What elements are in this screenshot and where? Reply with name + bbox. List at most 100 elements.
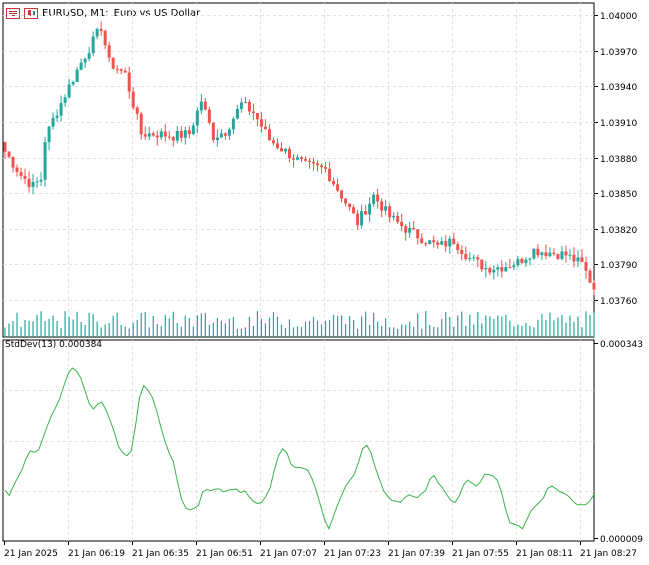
candle-bear	[488, 268, 492, 273]
volume-bar	[433, 326, 435, 337]
volume-bar	[84, 324, 86, 337]
volume-bar	[328, 320, 331, 337]
candle-bear	[312, 161, 316, 164]
volume-bar	[537, 319, 539, 337]
list-icon[interactable]	[6, 7, 20, 19]
volume-bar	[541, 313, 543, 337]
volume-bar	[441, 318, 443, 337]
volume-bar	[437, 327, 439, 337]
candle-bear	[316, 163, 320, 166]
volume-bar	[248, 316, 251, 337]
volume-bar	[132, 322, 134, 337]
candle-bull	[239, 102, 243, 109]
candle-bull	[59, 102, 63, 116]
volume-bar	[316, 320, 319, 337]
indicator-tick-label: 0.000343	[600, 340, 643, 350]
candles-icon[interactable]	[24, 7, 38, 19]
volume-bar	[517, 324, 519, 337]
volume-bar	[525, 322, 527, 337]
price-tick-label: 1.03880	[600, 155, 637, 165]
indicator-label: StdDev(13) 0.000384	[5, 340, 103, 350]
volume-bar	[268, 317, 271, 337]
candle-bull	[568, 254, 572, 256]
volume-bar	[489, 316, 491, 337]
price-tick-label: 1.03760	[600, 297, 637, 307]
indicator-tick-label: 0.000009	[600, 535, 643, 545]
volume-bar	[409, 321, 411, 337]
candle-bull	[87, 53, 91, 59]
price-tick-label: 1.03790	[600, 261, 637, 271]
candle-bear	[139, 113, 143, 135]
candle-bull	[51, 117, 55, 127]
volume-bar	[332, 314, 335, 337]
candle-bear	[308, 160, 312, 162]
candle-bear	[404, 226, 408, 233]
candle-bull	[283, 148, 287, 152]
time-tick-label: 21 Jan 07:07	[260, 549, 317, 559]
volume-bar	[533, 327, 535, 337]
volume-bar	[324, 320, 327, 337]
volume-bar	[585, 311, 587, 337]
time-tick-label: 21 Jan 06:51	[196, 549, 253, 559]
volume-bar	[224, 323, 226, 337]
candle-bull	[484, 268, 488, 270]
candle-bear	[223, 133, 227, 136]
volume-bar	[160, 326, 162, 337]
volume-group	[4, 311, 595, 337]
volume-bar	[96, 321, 98, 337]
volume-bar	[509, 320, 511, 337]
volume-bar	[477, 311, 479, 337]
time-tick-label: 21 Jan 08:27	[580, 549, 637, 559]
candle-bear	[263, 126, 267, 130]
volume-bar	[60, 328, 62, 337]
volume-bar	[344, 323, 347, 337]
candle-bear	[155, 135, 159, 138]
volume-bar	[48, 319, 50, 337]
candle-bull	[191, 125, 195, 135]
candle-bear	[412, 227, 416, 230]
volume-bar	[264, 323, 267, 337]
volume-bar	[348, 315, 351, 337]
volume-bar	[32, 321, 34, 337]
candle-bear	[27, 178, 31, 187]
volume-bar	[457, 315, 459, 337]
candle-bear	[179, 130, 183, 138]
candle-bear	[163, 131, 167, 137]
volume-bar	[8, 323, 10, 337]
volume-bar	[80, 321, 82, 337]
volume-bar	[340, 315, 343, 337]
candle-bull	[147, 133, 151, 137]
candle-bear	[103, 30, 107, 46]
volume-bar	[320, 324, 323, 337]
volume-bar	[228, 318, 230, 337]
volume-bar	[288, 319, 291, 337]
candle-bear	[552, 252, 556, 255]
candle-bull	[83, 58, 87, 63]
volume-bar	[485, 315, 487, 337]
volume-bar	[385, 318, 387, 337]
symbol-label: EURUSD, M1:	[42, 7, 109, 19]
volume-bar	[569, 315, 571, 337]
candle-bear	[592, 282, 596, 290]
volume-bar	[56, 321, 58, 337]
candle-bear	[251, 111, 255, 114]
candle-bull	[472, 257, 476, 259]
candle-bear	[275, 143, 279, 149]
candle-bear	[115, 68, 119, 70]
candle-bull	[516, 258, 520, 266]
candle-bear	[456, 244, 460, 251]
volume-bar	[465, 325, 467, 337]
volume-bar	[152, 315, 154, 337]
candle-bear	[187, 130, 191, 135]
candle-bear	[364, 211, 368, 215]
volume-bar	[501, 316, 503, 337]
volume-bar	[304, 321, 307, 337]
candle-bull	[95, 28, 99, 37]
candle-bull	[428, 240, 432, 245]
candle-bear	[444, 241, 448, 247]
candle-bull	[199, 101, 203, 111]
volume-bar	[28, 320, 30, 337]
candle-bear	[436, 242, 440, 245]
candle-bear	[424, 243, 428, 245]
